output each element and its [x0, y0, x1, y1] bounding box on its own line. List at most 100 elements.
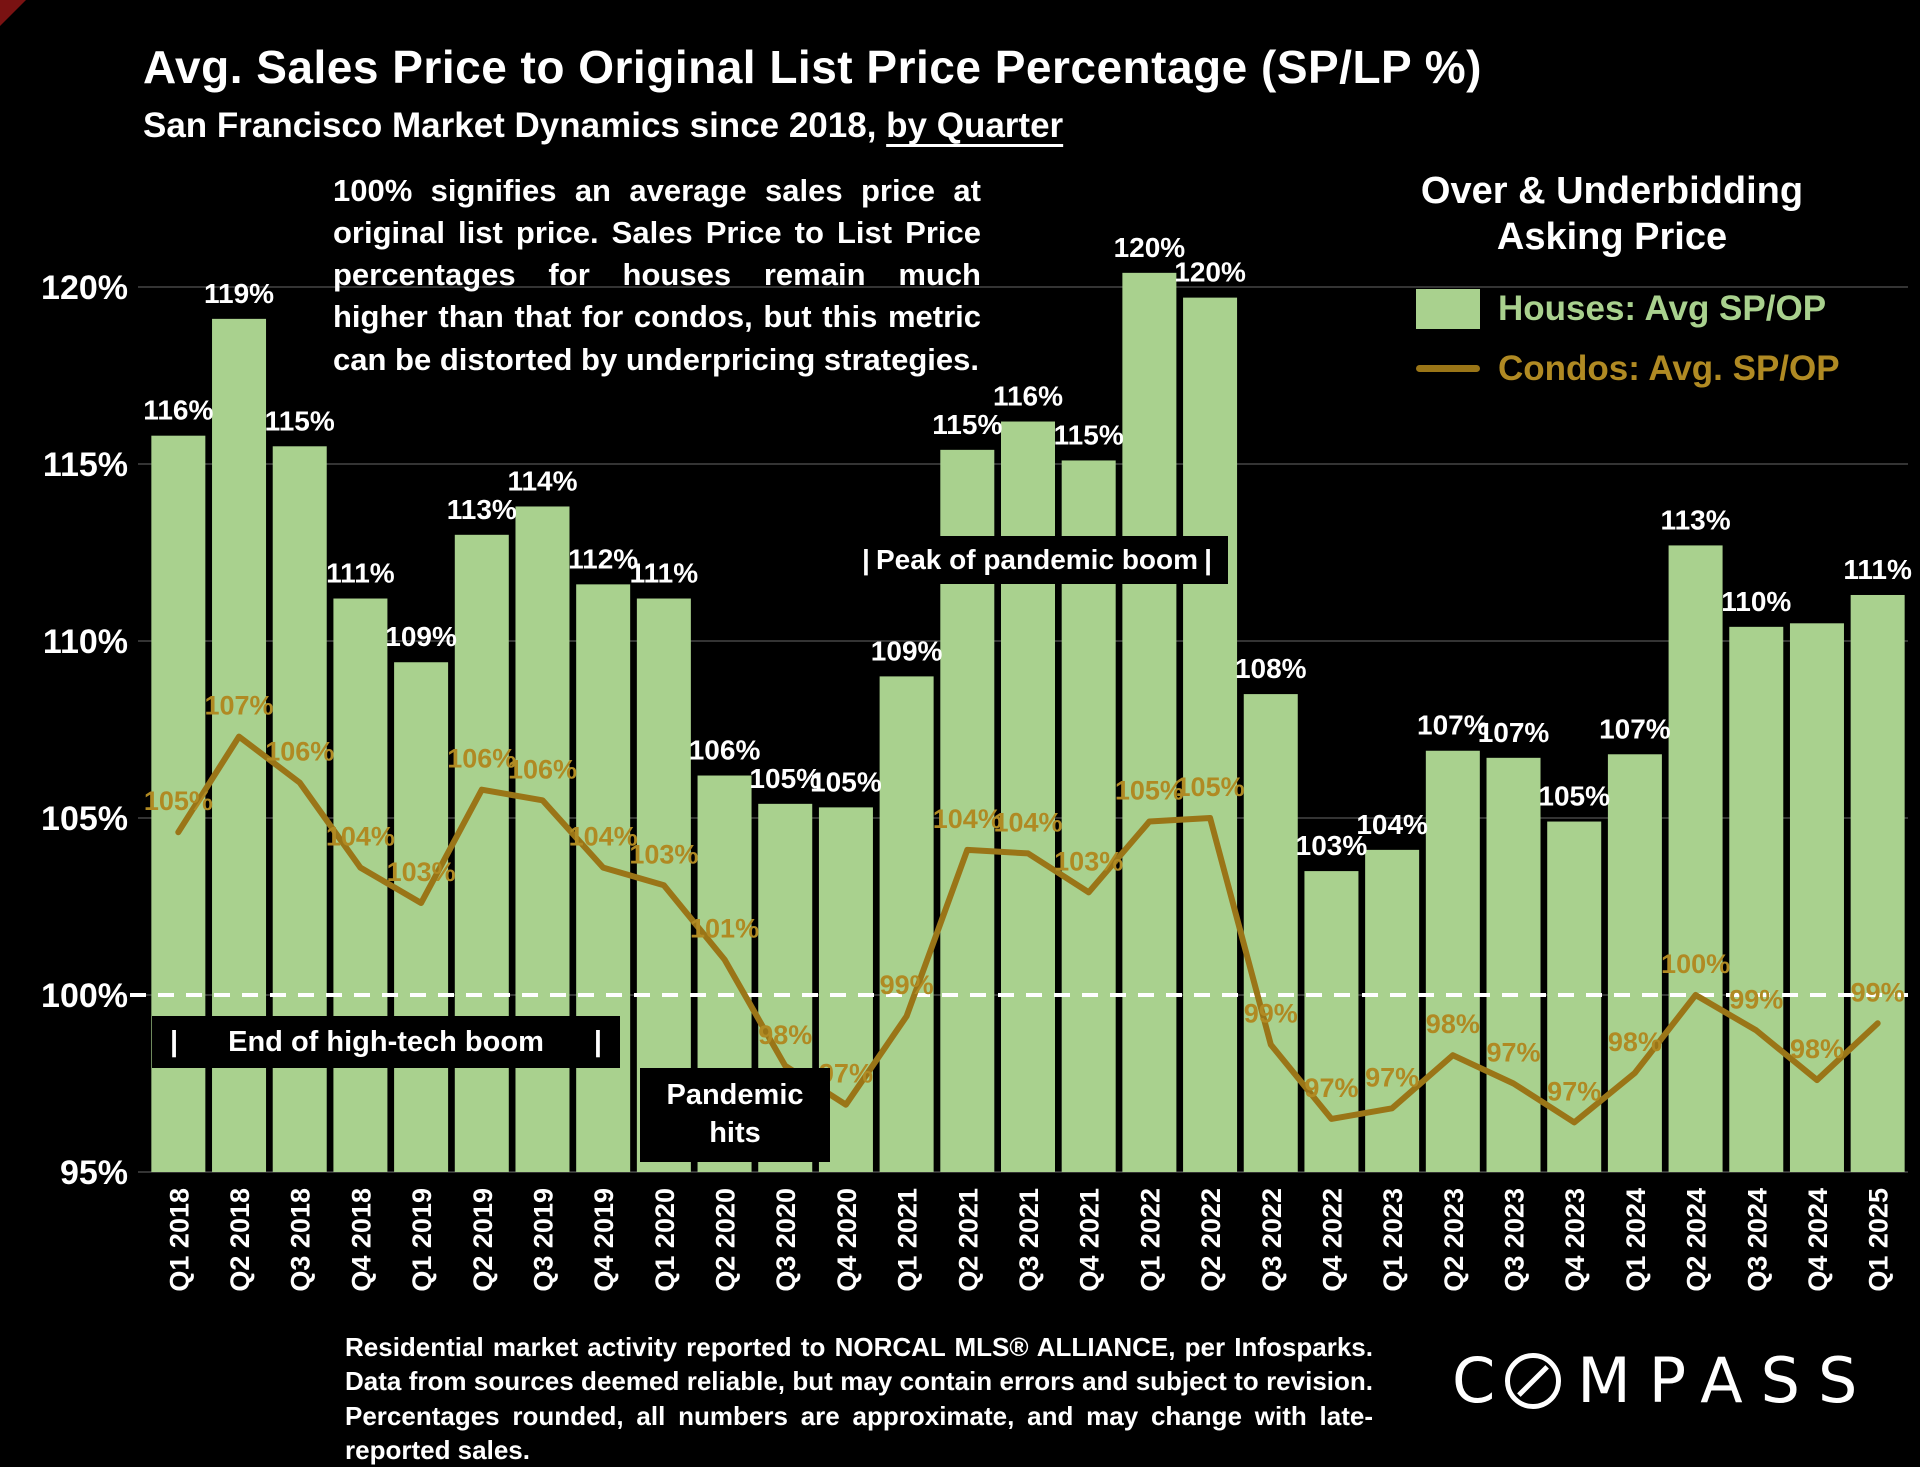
- house-bar: [1425, 750, 1480, 1172]
- house-bar-label: 119%: [204, 278, 274, 309]
- house-bar-label: 116%: [143, 395, 213, 426]
- y-axis-label: 105%: [41, 800, 128, 838]
- compass-logo-o-icon: [1505, 1352, 1562, 1409]
- condo-point-label: 99%: [880, 970, 934, 1000]
- house-bar-label: 105%: [810, 766, 882, 797]
- x-axis-label: Q1 2022: [1135, 1188, 1165, 1292]
- annotation-pandemic-text: Pandemic hits: [666, 1079, 804, 1149]
- x-axis-label: Q2 2021: [953, 1188, 983, 1292]
- house-bar: [333, 598, 388, 1172]
- condo-point-label: 103%: [387, 857, 456, 887]
- condo-point-label: 97%: [1547, 1076, 1601, 1106]
- legend-title-line1: Over & Underbidding: [1420, 170, 1804, 212]
- x-axis-label: Q4 2019: [589, 1188, 619, 1292]
- x-axis-label: Q1 2024: [1621, 1188, 1651, 1292]
- house-bar-label: 105%: [1538, 781, 1610, 812]
- legend-title: Over & Underbidding Asking Price: [1382, 168, 1842, 261]
- house-bar-label: 113%: [1661, 504, 1731, 535]
- x-axis-label: Q4 2022: [1317, 1188, 1347, 1292]
- annotation-pipe-right: |: [593, 1025, 602, 1058]
- house-bar: [1729, 626, 1784, 1172]
- condo-point-label: 99%: [1851, 977, 1905, 1007]
- house-bar: [1304, 871, 1359, 1172]
- condo-point-label: 106%: [508, 754, 577, 784]
- x-axis-label: Q3 2021: [1014, 1188, 1044, 1292]
- condo-point-label: 104%: [569, 822, 638, 852]
- x-axis-label: Q2 2020: [711, 1188, 741, 1292]
- condo-point-label: 98%: [1426, 1009, 1480, 1039]
- house-bar-label: 111%: [326, 558, 395, 589]
- y-axis-label: 95%: [60, 1154, 128, 1192]
- condos-line: [175, 733, 1881, 1126]
- house-bar: [1789, 623, 1844, 1172]
- x-axis-label: Q2 2018: [225, 1188, 255, 1292]
- house-bar: [576, 584, 631, 1172]
- x-axis-label: Q4 2020: [832, 1188, 862, 1292]
- condos-swatch-icon: [1416, 365, 1480, 373]
- page-title: Avg. Sales Price to Original List Price …: [143, 41, 1482, 93]
- condo-point-label: 105%: [1115, 776, 1184, 806]
- condo-point-label: 100%: [1661, 949, 1730, 979]
- compass-logo-mpass: MPASS: [1577, 1344, 1876, 1417]
- annotation-peak-text: Peak of pandemic boom: [875, 544, 1199, 575]
- x-axis-label: Q4 2023: [1560, 1188, 1590, 1292]
- chart-legend: Over & Underbidding Asking Price Houses:…: [1382, 168, 1842, 409]
- house-bar: [1850, 594, 1905, 1172]
- subtitle-text: San Francisco Market Dynamics since 2018…: [143, 106, 887, 145]
- house-bar-label: 112%: [568, 543, 638, 574]
- house-bar-label: 113%: [447, 494, 517, 525]
- x-axis-label: Q1 2018: [164, 1188, 194, 1292]
- x-axis-label: Q2 2024: [1682, 1188, 1712, 1292]
- house-bar-label: 116%: [993, 381, 1063, 412]
- annotation-pipe-right: |: [1204, 544, 1212, 575]
- legend-item-houses: Houses: Avg SP/OP: [1416, 288, 1842, 329]
- house-bar-label: 107%: [1599, 713, 1671, 744]
- house-bar-label: 111%: [1843, 554, 1912, 585]
- x-axis-label: Q3 2020: [771, 1188, 801, 1292]
- house-bar: [454, 534, 509, 1172]
- condo-point-label: 103%: [1054, 846, 1123, 876]
- condo-point-label: 104%: [326, 822, 395, 852]
- house-bar: [1183, 297, 1238, 1172]
- page-subtitle: San Francisco Market Dynamics since 2018…: [143, 106, 1063, 146]
- condo-point-label: 99%: [1729, 984, 1783, 1014]
- house-bar-label: 111%: [630, 558, 699, 589]
- house-bar: [1486, 757, 1541, 1172]
- x-axis-label: Q1 2020: [650, 1188, 680, 1292]
- condo-point-label: 101%: [690, 914, 759, 944]
- house-bar-label: 107%: [1478, 717, 1550, 748]
- house-bar-label: 120%: [1174, 257, 1246, 288]
- house-bar-label: 104%: [1356, 809, 1428, 840]
- y-axis-label: 100%: [41, 977, 128, 1015]
- x-axis-label: Q4 2018: [346, 1188, 376, 1292]
- house-bar-label: 115%: [1054, 419, 1124, 450]
- legend-items: Houses: Avg SP/OP Condos: Avg. SP/OP: [1382, 288, 1842, 389]
- condo-point-label: 104%: [993, 807, 1062, 837]
- compass-logo: C MPASS: [1452, 1344, 1875, 1417]
- condo-point-label: 97%: [1365, 1062, 1419, 1092]
- y-axis-label: 115%: [43, 446, 128, 484]
- house-bar: [1243, 694, 1298, 1172]
- condo-point-label: 105%: [144, 786, 213, 816]
- house-bar: [394, 662, 449, 1172]
- house-bar-label: 108%: [1235, 653, 1307, 684]
- house-bar-label: 114%: [507, 465, 577, 496]
- x-axis-label: Q2 2019: [468, 1188, 498, 1292]
- y-axis-label: 120%: [41, 269, 128, 307]
- condo-point-label: 98%: [1608, 1027, 1662, 1057]
- house-bar: [1668, 545, 1723, 1172]
- condo-point-label: 98%: [758, 1020, 812, 1050]
- house-bar: [515, 506, 570, 1173]
- x-axis-label: Q1 2019: [407, 1188, 437, 1292]
- annotation-pandemic-hits: Pandemic hits: [640, 1068, 830, 1162]
- house-bar: [1607, 754, 1662, 1172]
- x-axis-label: Q1 2025: [1864, 1188, 1894, 1292]
- x-axis-label: Q3 2023: [1500, 1188, 1530, 1292]
- x-axis-label: Q3 2019: [528, 1188, 558, 1292]
- explanatory-note: 100% signifies an average sales price at…: [333, 173, 981, 377]
- houses-swatch-icon: [1416, 288, 1480, 329]
- legend-houses-label: Houses: Avg SP/OP: [1498, 288, 1827, 328]
- annotation-pipe-left: |: [862, 544, 870, 575]
- x-axis-label: Q4 2021: [1075, 1188, 1105, 1292]
